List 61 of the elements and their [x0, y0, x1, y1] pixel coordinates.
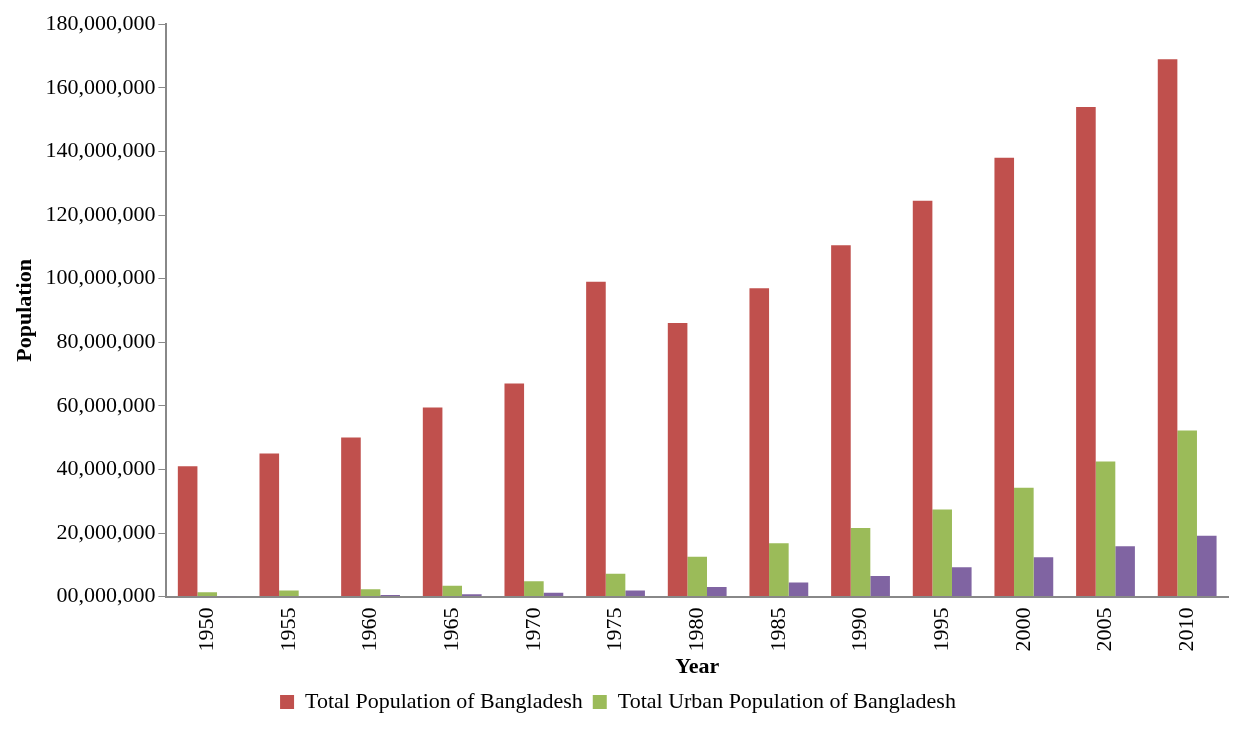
legend-label: Total Urban Population of Bangladesh — [617, 687, 956, 713]
y-tick-label: 120,000,000 — [45, 200, 156, 226]
y-tick-label: 180,000,000 — [45, 9, 156, 35]
bar — [1014, 487, 1034, 597]
bar — [360, 589, 381, 597]
y-axis-title: Population — [10, 259, 36, 362]
x-tick-label: 1990 — [846, 607, 872, 652]
bar — [605, 573, 626, 597]
y-tick-label: 20,000,000 — [56, 518, 156, 544]
x-tick-label: 1985 — [764, 607, 790, 652]
bar — [1076, 106, 1096, 597]
bar — [1157, 59, 1178, 597]
bar — [197, 592, 218, 597]
y-tick-label: 140,000,000 — [45, 137, 156, 163]
bar — [1196, 535, 1217, 597]
bar — [749, 288, 770, 597]
bar — [625, 590, 645, 597]
x-tick-label: 1975 — [601, 607, 627, 652]
bar — [341, 437, 361, 597]
bar — [831, 245, 851, 597]
bar — [259, 453, 280, 597]
x-tick-label: 1960 — [356, 607, 382, 652]
bar — [1177, 430, 1197, 597]
bar — [1095, 461, 1116, 597]
bar — [769, 543, 789, 597]
bar — [667, 323, 688, 597]
bar — [788, 582, 809, 597]
bar — [177, 466, 198, 597]
y-tick-label: 00,000,000 — [56, 582, 156, 608]
bar — [912, 200, 933, 597]
bar — [524, 581, 544, 597]
y-tick-label: 100,000,000 — [45, 264, 156, 290]
bar — [707, 587, 727, 597]
y-tick-label: 80,000,000 — [56, 327, 156, 353]
bar — [687, 556, 707, 597]
bar — [504, 383, 525, 597]
y-tick-label: 160,000,000 — [45, 73, 156, 99]
bar — [422, 407, 443, 597]
bar — [994, 157, 1015, 597]
bar — [932, 509, 952, 597]
bar — [1033, 557, 1054, 597]
bar — [1115, 546, 1135, 597]
bar — [951, 567, 972, 597]
legend-label: Total Population of Bangladesh — [305, 687, 583, 713]
x-tick-label: 2010 — [1172, 607, 1198, 652]
bar — [850, 527, 871, 597]
x-tick-label: 1965 — [438, 607, 463, 652]
bar — [870, 575, 890, 597]
x-axis-title: Year — [675, 653, 720, 679]
y-tick-label: 60,000,000 — [56, 391, 156, 417]
bar — [586, 281, 606, 597]
x-tick-label: 1980 — [682, 607, 708, 652]
x-tick-label: 1995 — [927, 607, 953, 652]
bar — [442, 585, 463, 597]
x-tick-label: 1950 — [193, 607, 219, 652]
x-tick-label: 1955 — [274, 607, 300, 652]
x-tick-label: 2000 — [1009, 607, 1035, 652]
bar — [279, 590, 299, 597]
y-tick-label: 40,000,000 — [56, 455, 156, 481]
x-tick-label: 1970 — [519, 607, 545, 652]
x-tick-label: 2005 — [1091, 607, 1117, 652]
